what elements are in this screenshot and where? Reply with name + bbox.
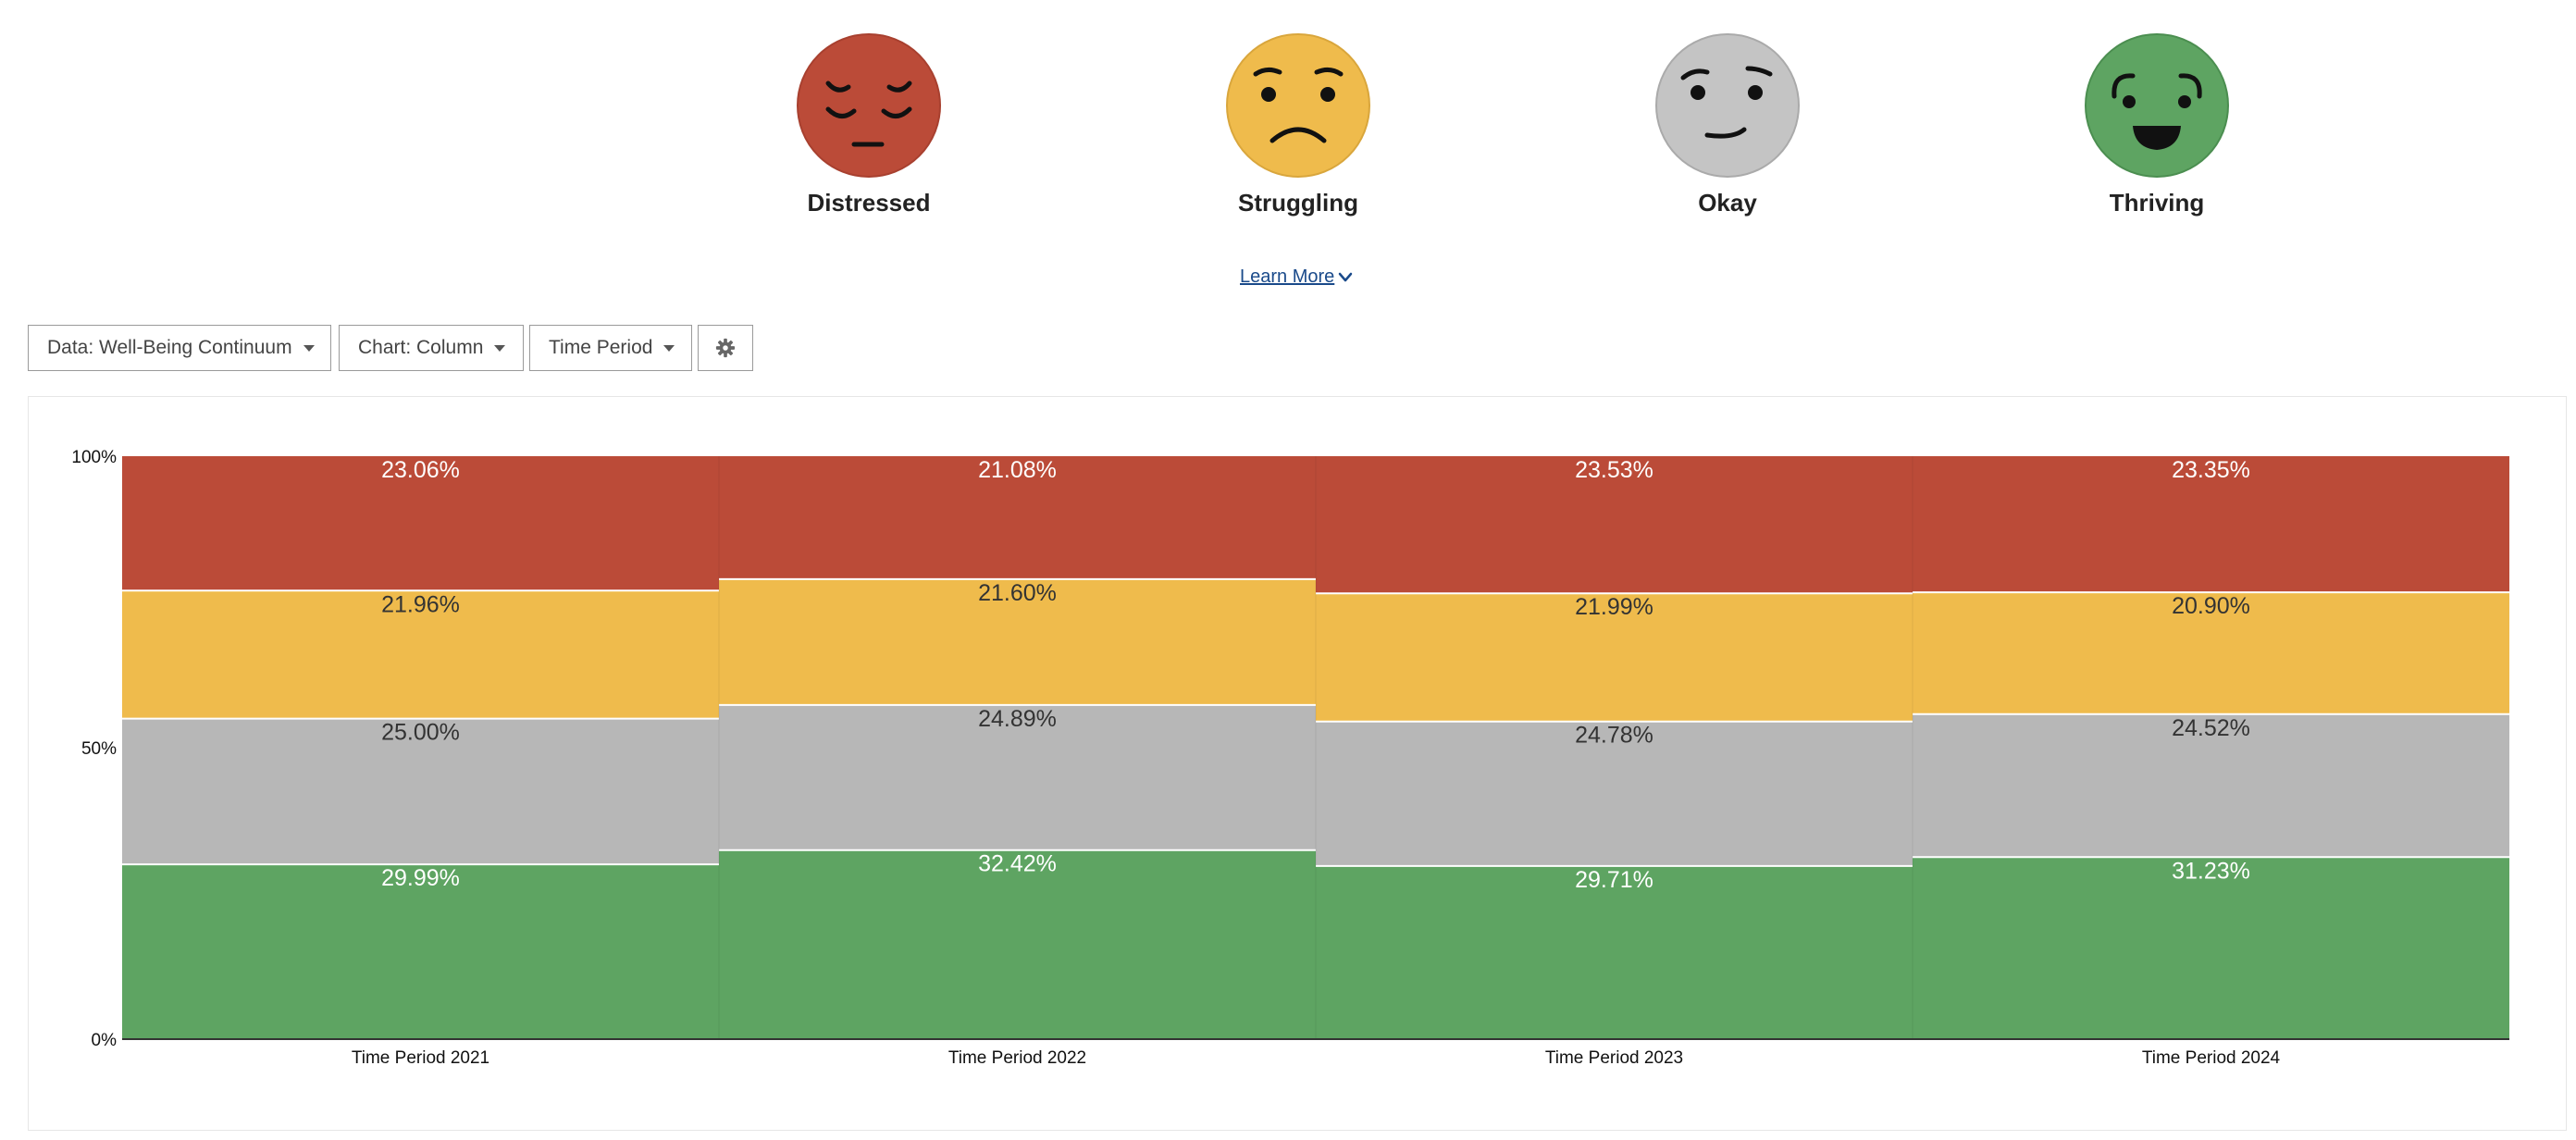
- y-tick-label: 50%: [81, 739, 117, 759]
- data-label-distressed-1: 23.06%: [381, 457, 460, 483]
- distressed-face-icon: [797, 33, 941, 178]
- chart-container: [28, 396, 2567, 1131]
- chevron-down-icon: [1339, 272, 1353, 281]
- bar-segment-struggling-2[interactable]: [719, 578, 1316, 705]
- data-label-okay-3: 24.78%: [1575, 723, 1653, 749]
- bar-segment-struggling-4[interactable]: [1913, 592, 2509, 714]
- x-tick-label: Time Period 2022: [948, 1048, 1086, 1068]
- bar-segment-okay-3[interactable]: [1316, 721, 1913, 866]
- bar-segment-distressed-3[interactable]: [1316, 456, 1913, 594]
- well-being-legend: Distressed Struggling Okay: [0, 31, 2576, 235]
- bar-segment-distressed-4[interactable]: [1913, 456, 2509, 593]
- data-dropdown-label: Data: Well-Being Continuum: [47, 337, 292, 358]
- bar-segment-distressed-2[interactable]: [719, 456, 1316, 579]
- data-label-okay-2: 24.89%: [978, 706, 1057, 732]
- learn-more-label: Learn More: [1240, 266, 1335, 287]
- data-label-thriving-1: 29.99%: [381, 865, 460, 891]
- bar-segment-okay-4[interactable]: [1913, 713, 2509, 858]
- legend-label: Thriving: [2109, 189, 2205, 217]
- data-label-struggling-2: 21.60%: [978, 580, 1057, 606]
- thriving-face-icon: [2085, 33, 2229, 178]
- x-tick-label: Time Period 2024: [2142, 1048, 2281, 1068]
- okay-face-icon: [1655, 33, 1800, 178]
- legend-label: Struggling: [1238, 189, 1358, 217]
- bar-segment-struggling-1[interactable]: [122, 590, 719, 719]
- legend-item-thriving: Thriving: [2018, 31, 2296, 217]
- chart-type-dropdown-button[interactable]: Chart: Column: [339, 325, 524, 371]
- struggling-face-icon: [1226, 33, 1370, 178]
- x-tick-label: Time Period 2023: [1545, 1048, 1683, 1068]
- bar-segment-okay-2[interactable]: [719, 704, 1316, 850]
- caret-down-icon: [663, 344, 675, 352]
- data-label-thriving-3: 29.71%: [1575, 867, 1653, 893]
- data-label-okay-1: 25.00%: [381, 720, 460, 746]
- legend-item-distressed: Distressed: [730, 31, 1008, 217]
- chart-axes: Time Period 2021 Time Period 2022 Time Per…: [71, 448, 2509, 1068]
- data-label-struggling-4: 20.90%: [2172, 593, 2250, 619]
- y-tick-label: 100%: [71, 448, 117, 467]
- data-label-thriving-4: 31.23%: [2172, 858, 2250, 884]
- chart-data-labels: 29.99% 25.00% 21.96% 23.06% 32.42% 24.89% 21.6…: [381, 457, 2250, 893]
- data-label-thriving-2: 32.42%: [978, 851, 1057, 877]
- x-tick-label: Time Period 2021: [352, 1048, 489, 1068]
- data-dropdown-button[interactable]: Data: Well-Being Continuum: [28, 325, 331, 371]
- legend-label: Okay: [1698, 189, 1757, 217]
- caret-down-icon: [303, 344, 315, 352]
- data-label-okay-4: 24.52%: [2172, 715, 2250, 741]
- y-tick-label: 0%: [92, 1031, 118, 1050]
- caret-down-icon: [494, 344, 506, 352]
- bar-segment-struggling-3[interactable]: [1316, 593, 1913, 722]
- gear-icon: [715, 338, 736, 358]
- chart-type-dropdown-label: Chart: Column: [358, 337, 484, 358]
- bar-segment-thriving-1[interactable]: [122, 864, 719, 1039]
- data-label-distressed-3: 23.53%: [1575, 457, 1653, 483]
- chart-bars: [122, 456, 2509, 1039]
- bar-segment-thriving-3[interactable]: [1316, 865, 1913, 1039]
- legend-item-okay: Okay: [1589, 31, 1866, 217]
- data-label-distressed-2: 21.08%: [978, 457, 1057, 483]
- time-period-dropdown-button[interactable]: Time Period: [529, 325, 692, 371]
- legend-item-struggling: Struggling: [1159, 31, 1437, 217]
- legend-label: Distressed: [807, 189, 931, 217]
- time-period-dropdown-label: Time Period: [549, 337, 653, 358]
- data-label-struggling-3: 21.99%: [1575, 594, 1653, 620]
- bar-segment-thriving-4[interactable]: [1913, 857, 2509, 1039]
- settings-button[interactable]: [698, 325, 753, 371]
- learn-more-link[interactable]: Learn More: [1240, 266, 1406, 288]
- bar-segment-thriving-2[interactable]: [719, 849, 1316, 1039]
- data-label-struggling-1: 21.96%: [381, 591, 460, 617]
- data-label-distressed-4: 23.35%: [2172, 457, 2250, 483]
- bar-segment-distressed-1[interactable]: [122, 456, 719, 591]
- chart-segment-dividers: [122, 456, 2509, 1039]
- stacked-column-chart: 29.99% 25.00% 21.96% 23.06% 32.42% 24.89% 21.6…: [71, 448, 2509, 1068]
- bar-segment-okay-1[interactable]: [122, 718, 719, 865]
